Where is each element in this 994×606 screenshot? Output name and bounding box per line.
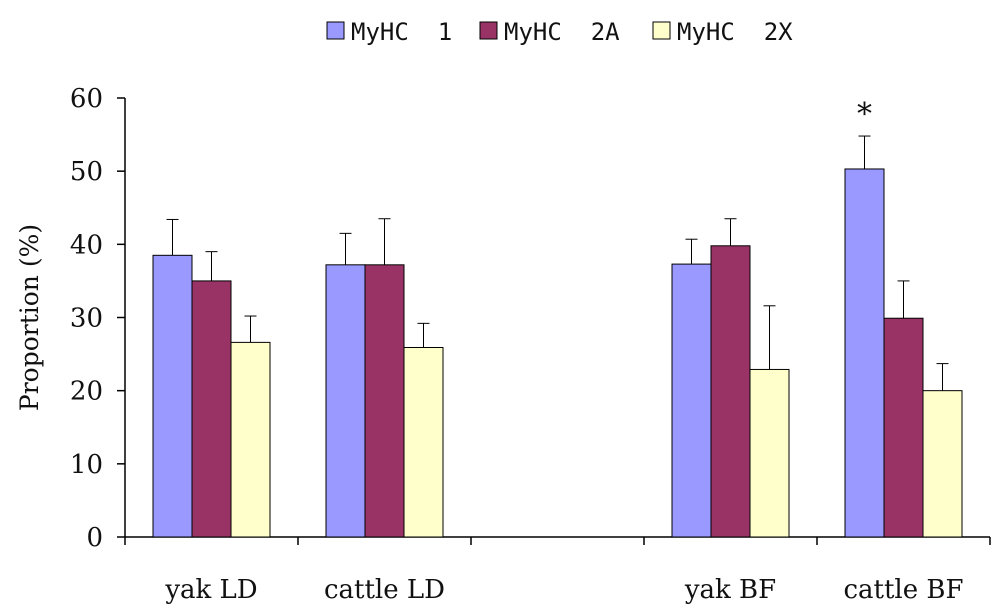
legend-label: MyHC 2A <box>504 18 620 46</box>
y-tick-label: 10 <box>70 450 103 480</box>
x-tick-label: yak LD <box>164 575 257 605</box>
bar <box>671 263 712 538</box>
legend-label: MyHC 2X <box>677 18 793 46</box>
bar <box>844 168 885 538</box>
bar <box>710 245 751 538</box>
legend-swatch <box>652 21 671 40</box>
y-tick-label: 30 <box>70 304 103 334</box>
legend-label: MyHC 1 <box>351 18 452 46</box>
bar <box>749 368 790 538</box>
y-tick-label: 20 <box>70 377 103 407</box>
x-axis: yak LD cattle LD yak BF cattle BF <box>124 536 991 605</box>
annotations: * <box>857 97 872 132</box>
legend-swatch <box>326 21 345 40</box>
bar <box>403 346 444 538</box>
bar <box>364 264 405 538</box>
y-tick-label: 50 <box>70 157 103 187</box>
legend-swatch <box>479 21 498 40</box>
bar <box>230 341 271 538</box>
x-tick-label: yak BF <box>684 575 776 605</box>
y-tick-label: 0 <box>86 523 103 553</box>
bar <box>191 280 232 538</box>
bar <box>152 254 193 538</box>
y-axis: 0 10 20 30 40 50 60 <box>70 84 126 553</box>
y-tick-label: 40 <box>70 230 103 260</box>
x-tick-label: cattle BF <box>843 575 963 605</box>
y-axis-label: Proportion (%) <box>15 224 44 411</box>
x-tick-label: cattle LD <box>324 575 445 605</box>
bar <box>883 317 924 538</box>
significance-marker: * <box>857 97 872 132</box>
y-tick-label: 60 <box>70 84 103 114</box>
bar <box>325 264 366 538</box>
legend: MyHC 1 MyHC 2A MyHC 2X <box>326 18 793 46</box>
bars <box>152 135 963 538</box>
bar <box>922 390 963 538</box>
